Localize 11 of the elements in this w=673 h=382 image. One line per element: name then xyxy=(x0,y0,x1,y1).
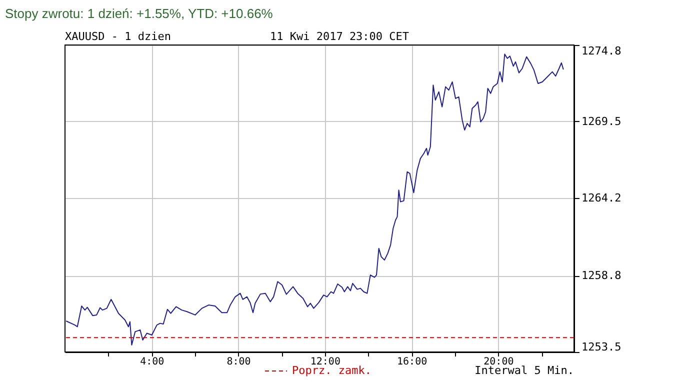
x-tick-label: 16:00 xyxy=(397,356,428,368)
y-tick-label: 1274.8 xyxy=(582,44,622,58)
x-tick-label: 8:00 xyxy=(226,356,251,368)
y-tick-label: 1264.2 xyxy=(582,191,622,204)
chart-subtitle: XAUUSD - 1 dzien xyxy=(65,30,171,43)
text: 11 Kwi 2017 23:00 CET xyxy=(270,30,410,43)
chart-title: Stopy zwrotu: 1 dzień: +1.55%, YTD: +10.66% xyxy=(5,6,274,21)
x-tick-label: 4:00 xyxy=(140,356,164,368)
y-tick-label: 1258.8 xyxy=(582,269,622,282)
y-tick-label: 1269.5 xyxy=(582,114,622,128)
y-tick-label: 1253.5 xyxy=(582,340,622,354)
